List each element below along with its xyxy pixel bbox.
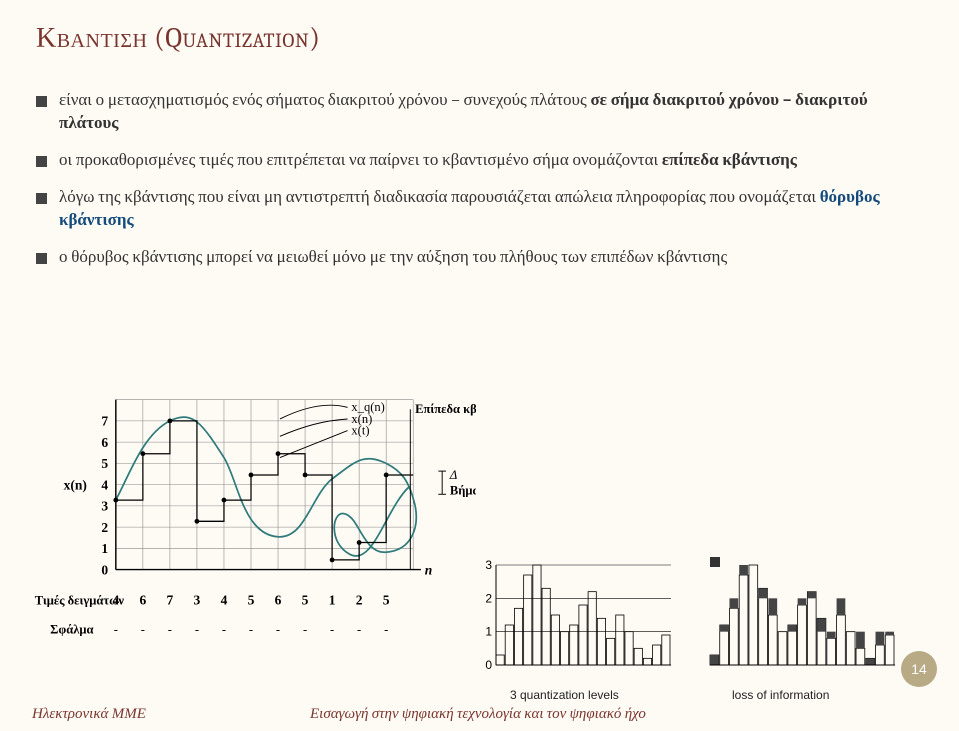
svg-text:2: 2 <box>485 591 492 605</box>
svg-text:-: - <box>303 622 307 636</box>
svg-text:6: 6 <box>275 592 282 607</box>
svg-text:-: - <box>195 622 199 636</box>
svg-text:2: 2 <box>356 592 363 607</box>
bullet-square-icon <box>36 96 47 107</box>
bullet-text: λόγω της κβάντισης που είναι μη αντιστρε… <box>59 188 820 207</box>
svg-text:6: 6 <box>101 435 108 450</box>
loss-of-information-chart <box>700 555 900 685</box>
svg-text:Επίπεδα κβάντισης: Επίπεδα κβάντισης <box>415 402 476 416</box>
chart2-caption: 3 quantization levels <box>510 688 619 702</box>
svg-text:Τιμές δειγμάτων: Τιμές δειγμάτων <box>35 593 125 607</box>
svg-text:3: 3 <box>485 558 492 572</box>
svg-text:-: - <box>276 622 280 636</box>
svg-text:0: 0 <box>485 658 492 672</box>
svg-text:Δ: Δ <box>449 468 457 482</box>
svg-text:4: 4 <box>221 592 228 607</box>
page-number-badge: 14 <box>901 651 937 687</box>
svg-text:-: - <box>168 622 172 636</box>
quantization-levels-chart: 0 1 2 3 <box>476 555 676 685</box>
svg-text:-: - <box>114 622 118 636</box>
svg-text:Βήμα κβάντισης: Βήμα κβάντισης <box>450 483 476 497</box>
svg-text:2: 2 <box>101 520 108 535</box>
footer-left: Ηλεκτρονικά ΜΜΕ <box>32 704 146 723</box>
svg-text:5: 5 <box>101 456 108 471</box>
bullet-text: είναι ο μετασχηματισμός ενός σήματος δια… <box>59 91 590 110</box>
bullet-square-icon <box>36 156 47 167</box>
svg-text:5: 5 <box>383 592 390 607</box>
svg-text:5: 5 <box>248 592 255 607</box>
bullet-bold: επίπεδα κβάντισης <box>662 151 797 170</box>
svg-text:6: 6 <box>139 592 146 607</box>
svg-text:-: - <box>330 622 334 636</box>
bullet-text: ο θόρυβος κβάντισης μπορεί να μειωθεί μό… <box>59 248 727 267</box>
bullet-square-icon <box>36 193 47 204</box>
bullet-square-icon <box>36 253 47 264</box>
svg-text:n: n <box>425 562 433 577</box>
svg-text:1: 1 <box>485 625 492 639</box>
svg-text:-: - <box>249 622 253 636</box>
svg-text:4: 4 <box>101 477 108 492</box>
bullet-item: λόγω της κβάντισης που είναι μη αντιστρε… <box>36 187 916 233</box>
svg-text:3: 3 <box>194 592 201 607</box>
svg-text:-: - <box>357 622 361 636</box>
svg-text:Σφάλμα: Σφάλμα <box>50 622 93 636</box>
chart3-caption: loss of information <box>732 688 829 702</box>
quantization-diagram: 01234567 x(n) n x_q(n) x(n) x(t) Επίπεδα… <box>26 390 476 670</box>
bullet-text: οι προκαθορισμένες τιμές που επιτρέπεται… <box>59 151 662 170</box>
slide-title: Κβαντιση (Quantization) <box>36 22 320 55</box>
bullet-item: είναι ο μετασχηματισμός ενός σήματος δια… <box>36 90 916 136</box>
svg-text:-: - <box>384 622 388 636</box>
svg-text:0: 0 <box>101 562 108 577</box>
bullet-item: οι προκαθορισμένες τιμές που επιτρέπεται… <box>36 150 916 173</box>
svg-text:5: 5 <box>302 592 309 607</box>
bullet-list: είναι ο μετασχηματισμός ενός σήματος δια… <box>36 90 916 284</box>
footer-right: Εισαγωγή στην ψηφιακή τεχνολογία και τον… <box>310 704 646 723</box>
svg-text:4: 4 <box>112 592 119 607</box>
bullet-item: ο θόρυβος κβάντισης μπορεί να μειωθεί μό… <box>36 247 916 270</box>
svg-text:-: - <box>222 622 226 636</box>
svg-text:3: 3 <box>101 499 108 514</box>
svg-text:-: - <box>141 622 145 636</box>
svg-text:7: 7 <box>167 592 174 607</box>
svg-text:1: 1 <box>329 592 336 607</box>
svg-text:x(n): x(n) <box>64 477 87 492</box>
svg-text:x(t): x(t) <box>351 423 369 437</box>
svg-text:1: 1 <box>101 541 108 556</box>
svg-text:7: 7 <box>101 414 108 429</box>
